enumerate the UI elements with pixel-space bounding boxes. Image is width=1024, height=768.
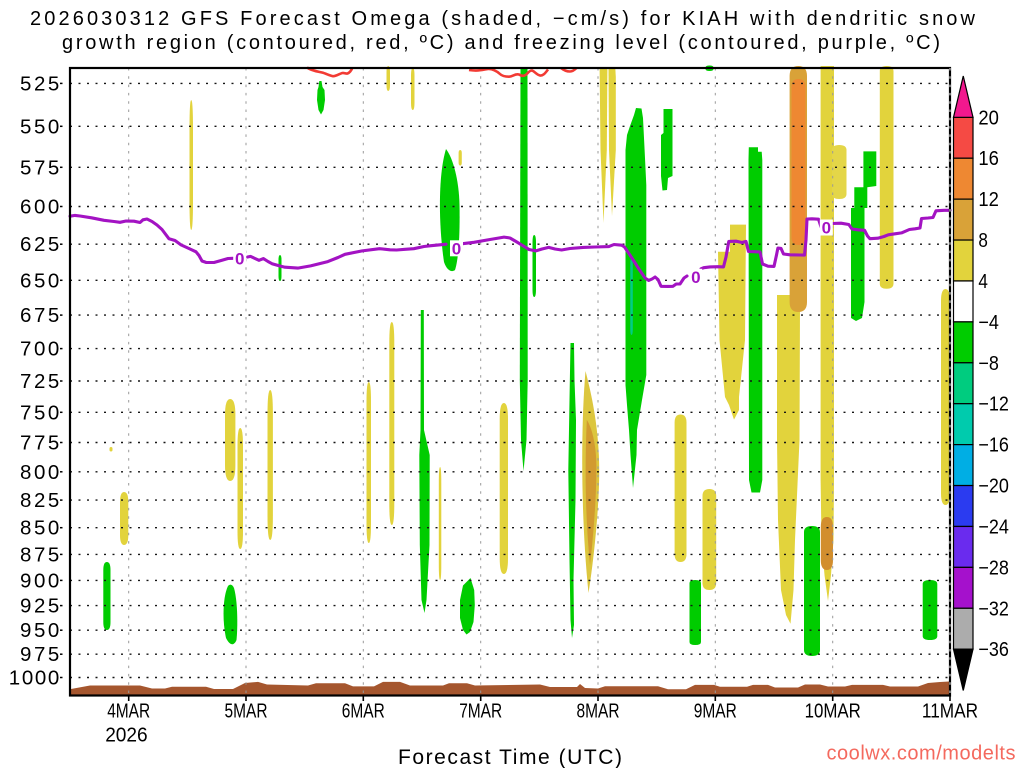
- svg-text:−28: −28: [978, 557, 1009, 579]
- svg-text:1000: 1000: [9, 667, 60, 690]
- svg-text:5MAR: 5MAR: [225, 701, 268, 723]
- svg-text:975: 975: [20, 643, 59, 666]
- svg-text:925: 925: [20, 595, 59, 618]
- svg-text:850: 850: [20, 517, 59, 540]
- svg-text:−4: −4: [978, 312, 999, 334]
- svg-text:825: 825: [20, 489, 59, 512]
- svg-text:10MAR: 10MAR: [805, 701, 861, 723]
- svg-text:600: 600: [20, 196, 59, 219]
- svg-text:−16: −16: [978, 435, 1009, 457]
- svg-text:775: 775: [20, 432, 59, 455]
- svg-text:12: 12: [978, 189, 999, 211]
- svg-text:675: 675: [20, 304, 59, 327]
- svg-text:875: 875: [20, 543, 59, 566]
- svg-text:growth region (contoured, red,: growth region (contoured, red, ºC) and f…: [62, 32, 940, 54]
- svg-text:550: 550: [20, 115, 59, 138]
- svg-text:950: 950: [20, 619, 59, 642]
- svg-text:625: 625: [20, 233, 59, 256]
- svg-text:coolwx.com/modelts: coolwx.com/modelts: [827, 743, 1016, 765]
- svg-text:0: 0: [822, 219, 831, 238]
- svg-text:8MAR: 8MAR: [577, 701, 620, 723]
- svg-text:800: 800: [20, 461, 59, 484]
- svg-text:−36: −36: [978, 639, 1009, 661]
- svg-text:9MAR: 9MAR: [694, 701, 737, 723]
- svg-text:0: 0: [235, 250, 244, 269]
- svg-text:16: 16: [978, 148, 999, 170]
- svg-text:2026: 2026: [105, 725, 148, 747]
- svg-text:7MAR: 7MAR: [459, 701, 502, 723]
- svg-text:−32: −32: [978, 598, 1009, 620]
- svg-text:900: 900: [20, 569, 59, 592]
- svg-text:650: 650: [20, 269, 59, 292]
- svg-text:700: 700: [20, 338, 59, 361]
- svg-text:20: 20: [978, 107, 999, 129]
- svg-text:0: 0: [452, 239, 461, 258]
- svg-text:575: 575: [20, 156, 59, 179]
- svg-text:−20: −20: [978, 476, 1009, 498]
- svg-text:−8: −8: [978, 353, 999, 375]
- svg-text:4MAR: 4MAR: [107, 701, 150, 723]
- svg-text:750: 750: [20, 401, 59, 424]
- svg-text:4: 4: [978, 271, 988, 293]
- svg-text:Forecast Time (UTC): Forecast Time (UTC): [398, 746, 622, 768]
- svg-text:525: 525: [20, 72, 59, 95]
- svg-text:0: 0: [691, 268, 700, 287]
- svg-text:11MAR: 11MAR: [922, 701, 978, 723]
- svg-text:6MAR: 6MAR: [342, 701, 385, 723]
- svg-text:8: 8: [978, 230, 988, 252]
- svg-text:725: 725: [20, 370, 59, 393]
- svg-text:−24: −24: [978, 516, 1009, 538]
- svg-text:−12: −12: [978, 394, 1009, 416]
